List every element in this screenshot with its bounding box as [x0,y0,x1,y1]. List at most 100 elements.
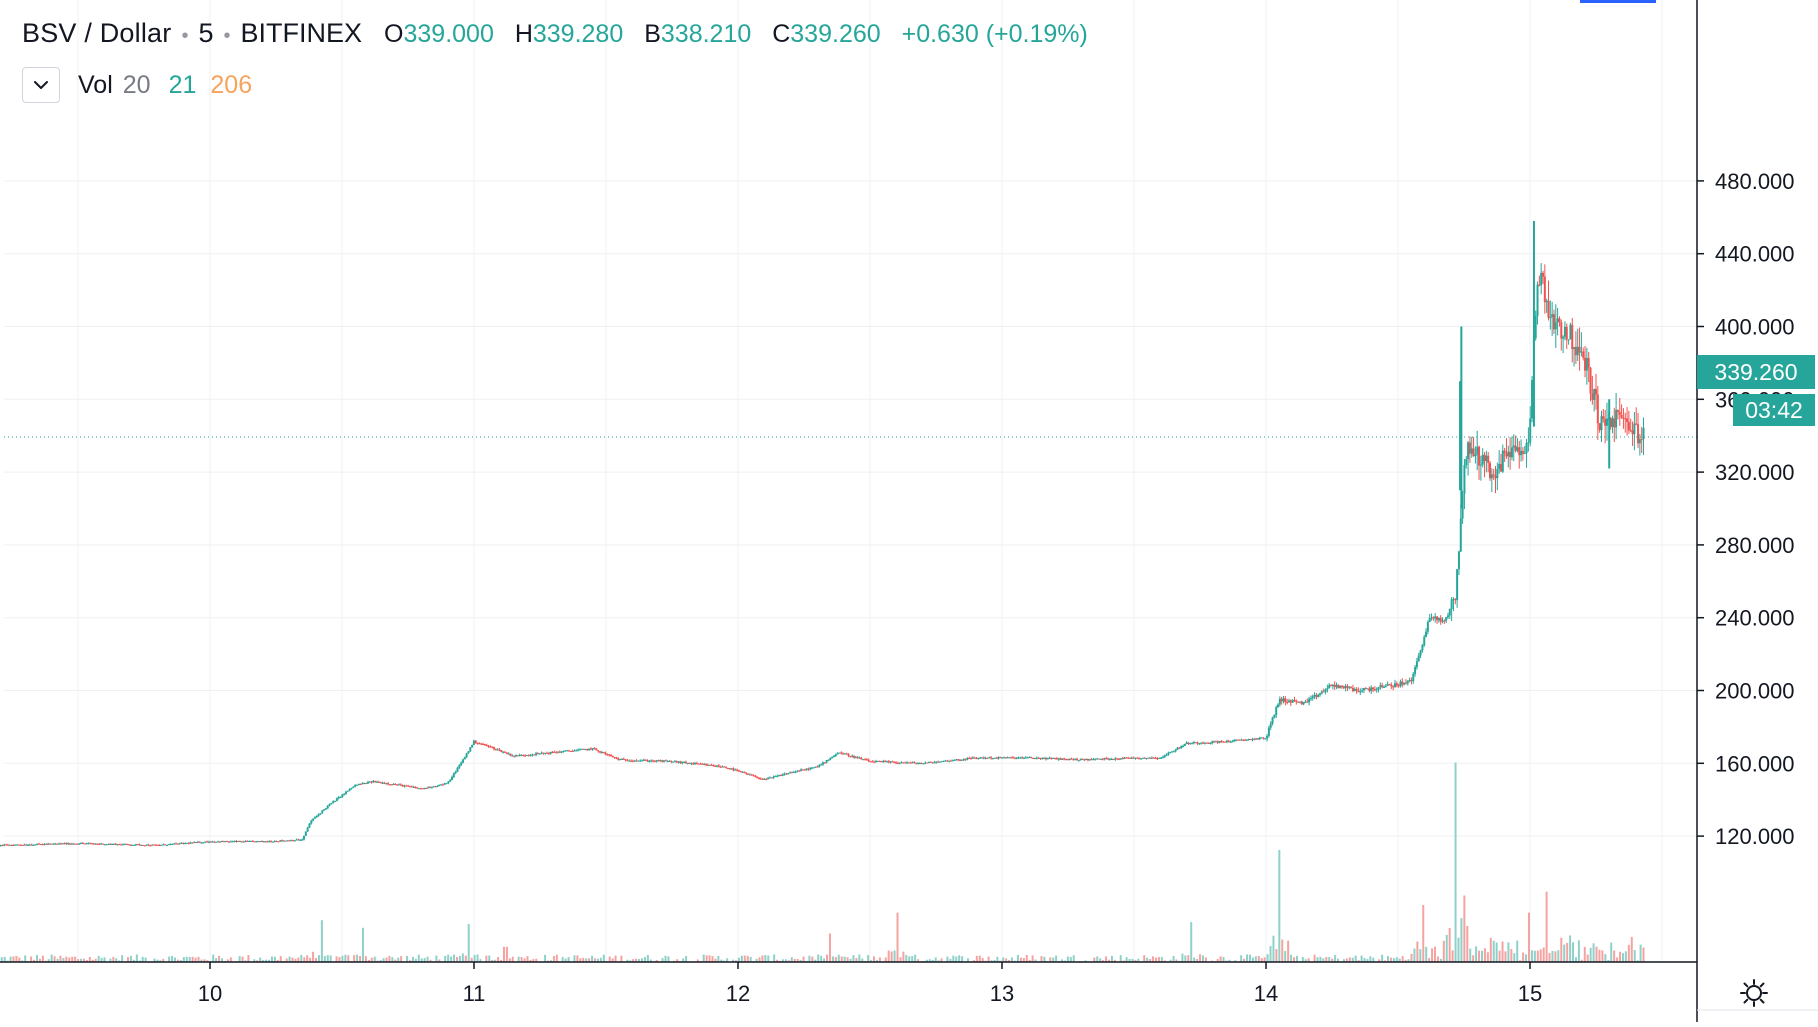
volume-bar [811,957,813,962]
volume-bar [1601,950,1603,962]
volume-bar [365,956,367,962]
candle-body [890,761,892,762]
symbol-name[interactable]: BSV / Dollar [22,18,171,49]
candle-body [376,782,378,783]
candle-body [1487,456,1489,463]
volume-bar [1361,956,1363,962]
candle-body [460,763,462,766]
candle-body [648,761,650,762]
candle-body [764,779,766,780]
volume-bar [218,956,220,962]
volume-bar [312,952,314,962]
candle-body [190,843,192,844]
candle-body [1619,412,1621,415]
candle [1142,758,1144,759]
candle-body [1568,339,1570,340]
candle-body [504,752,506,753]
candle-body [42,844,44,845]
volume-bar [1369,956,1371,962]
candle [787,773,789,774]
candle-body [944,761,946,762]
candle-body [1288,701,1290,703]
candle-body [383,783,385,784]
candle-body [1516,447,1518,450]
candle-body [994,758,996,759]
candle-body [762,779,764,780]
candle-body [1306,702,1308,703]
candle-body [1482,455,1484,465]
volume-bar [356,955,358,962]
candle [526,755,528,756]
candle-body [875,761,877,762]
volume-bar [553,956,555,962]
candle-body [296,839,298,840]
candle-body [1370,687,1372,691]
volume-bar [955,956,957,962]
separator-dot: • [181,25,188,48]
volume-bar [4,957,6,962]
candle-body [1005,757,1007,758]
open-value: 339.000 [403,20,493,48]
candle-body [1407,681,1409,683]
candle-body [842,754,844,755]
candle-body [1394,683,1396,687]
candle-body [1323,691,1325,692]
candle-body [137,844,139,845]
candle [195,842,197,843]
volume-bar [952,956,954,962]
candle-body [9,845,11,846]
volume-bar [465,956,467,962]
volume-bar [1572,942,1574,962]
candle-body [1151,758,1153,759]
volume-bar [198,957,200,962]
price-tick-label: 120.000 [1715,824,1795,849]
candle-body [999,757,1001,758]
volume-bar [717,956,719,962]
candle-body [513,756,515,757]
candle-body [678,761,680,762]
candle-body [857,757,859,758]
candle-body [1600,416,1602,430]
candle-body [753,775,755,776]
volume-bar [1643,947,1645,962]
candle-body [1308,699,1310,703]
candle-body [1262,737,1264,738]
interval-label[interactable]: 5 [198,18,213,49]
candle-body [502,752,504,753]
candle-body [1012,757,1014,758]
volume-bar [512,957,514,962]
volume-bar [1105,956,1107,962]
candle-body [1272,717,1274,723]
candle-body [868,760,870,762]
candle-body [117,844,119,845]
candle-body [937,762,939,763]
volume-bar [1419,949,1421,962]
volume-bar [1220,956,1222,962]
candle [356,785,358,786]
candle-body [78,844,80,845]
volume-bar [1325,957,1327,962]
volume-label[interactable]: Vol [78,71,113,100]
volume-bar [1484,948,1486,962]
candle-body [363,783,365,784]
candle-body [166,845,168,846]
candle-body [581,749,583,750]
volume-bar [54,956,56,962]
candle-body [1140,758,1142,759]
candle-body [859,758,861,759]
candle-body [1310,698,1312,699]
candle-body [1350,687,1352,688]
candle [254,841,256,842]
candle-body [785,774,787,775]
volume-bar [1463,896,1465,963]
chart-settings-button[interactable] [1737,976,1771,1010]
candle-body [478,743,480,744]
volume-bar [1040,956,1042,962]
collapse-legend-button[interactable] [22,67,60,103]
candle-body [396,785,398,786]
candle-body [939,762,941,763]
candle-body [1034,758,1036,759]
volume-bar [1528,913,1530,962]
